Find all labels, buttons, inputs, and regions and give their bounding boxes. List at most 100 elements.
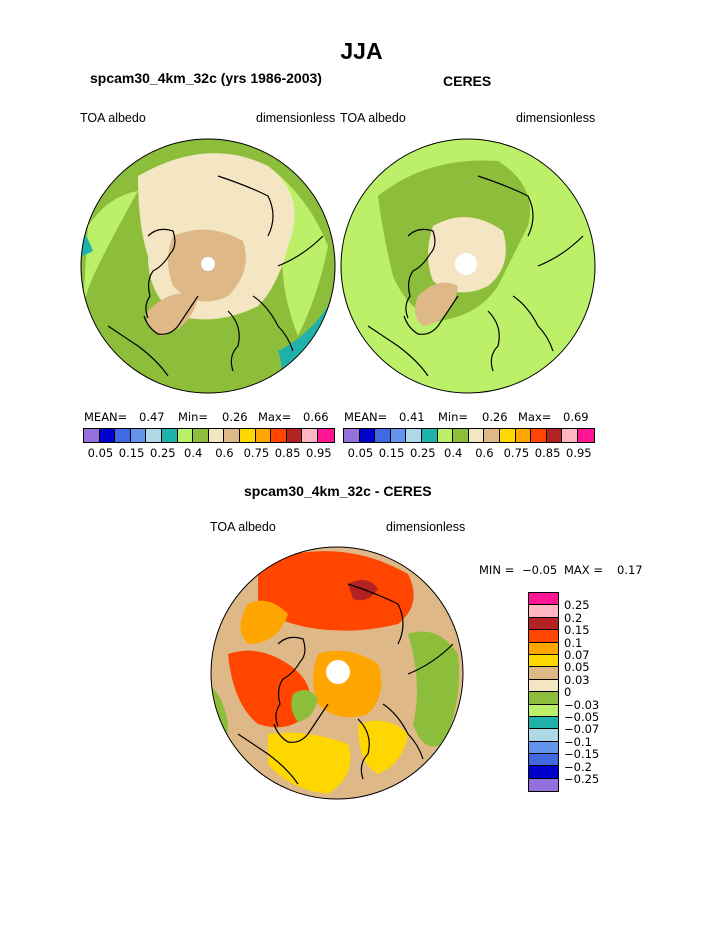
colorbar-swatch xyxy=(193,429,209,442)
page-title: JJA xyxy=(340,38,383,64)
colorbar-tick-label: 0.1 xyxy=(564,635,583,650)
left-max-value: 0.66 xyxy=(303,410,329,424)
right-polar-map xyxy=(340,138,596,394)
colorbar-swatch xyxy=(529,642,558,655)
colorbar-tick-label: 0.6 xyxy=(475,446,494,460)
map-fill-orange xyxy=(313,650,382,718)
right-min-label: Min= xyxy=(438,410,469,424)
colorbar-tick-label: 0.85 xyxy=(274,446,301,460)
colorbar-swatch xyxy=(390,429,407,442)
colorbar-tick-label: 0.6 xyxy=(215,446,234,460)
colorbar-swatch xyxy=(529,766,558,779)
colorbar-swatch xyxy=(115,429,131,442)
left-max-label: Max= xyxy=(258,410,292,424)
left-var-label: TOA albedo xyxy=(80,111,146,125)
colorbar-swatch xyxy=(344,429,360,442)
colorbar-swatch xyxy=(546,429,563,442)
colorbar-swatch xyxy=(529,605,558,618)
colorbar-swatch xyxy=(146,429,162,442)
left-min-label: Min= xyxy=(178,410,209,424)
colorbar-swatch xyxy=(529,667,558,680)
colorbar-swatch xyxy=(499,429,516,442)
colorbar-tick-label: 0 xyxy=(564,685,572,700)
colorbar-swatch xyxy=(529,741,558,755)
right-mean-label: MEAN= xyxy=(344,410,388,424)
colorbar-tick-label: 0.25 xyxy=(150,446,176,460)
left-mean-label: MEAN= xyxy=(84,410,128,424)
colorbar-tick-label: 0.4 xyxy=(184,446,203,460)
colorbar-tick-label: 0.05 xyxy=(347,446,374,460)
colorbar-swatch xyxy=(515,429,532,442)
colorbar-swatch xyxy=(529,716,558,730)
colorbar-swatch xyxy=(208,429,225,442)
colorbar-swatch xyxy=(529,778,558,792)
colorbar-tick-label: 0.4 xyxy=(444,446,463,460)
map-fill-green xyxy=(291,690,318,722)
map-fill-yellow xyxy=(268,732,351,794)
right-max-value: 0.69 xyxy=(563,410,589,424)
colorbar-swatch xyxy=(375,429,391,442)
pole-hole xyxy=(326,660,350,684)
map-border xyxy=(80,138,336,394)
colorbar-swatch xyxy=(161,429,178,442)
colorbar-swatch xyxy=(529,617,558,631)
colorbar-swatch xyxy=(453,429,469,442)
pole-hole xyxy=(201,257,215,271)
right-max-label: Max= xyxy=(518,410,552,424)
colorbar-tick-label: 0.95 xyxy=(306,446,332,460)
pole-hole xyxy=(455,253,477,275)
colorbar-swatch xyxy=(359,429,376,442)
map-fill-orange xyxy=(240,600,288,644)
diff-max-label: MAX = xyxy=(564,563,603,577)
colorbar-tick-label: 0.15 xyxy=(378,446,405,460)
colorbar-swatch xyxy=(529,593,558,606)
map-fill-green xyxy=(408,631,459,747)
map-border xyxy=(210,546,464,800)
colorbar-swatch xyxy=(224,429,240,442)
left-panel-title: spcam30_4km_32c (yrs 1986-2003) xyxy=(90,70,322,86)
colorbar-swatch xyxy=(529,754,558,767)
colorbar-swatch xyxy=(468,429,485,442)
colorbar-swatch xyxy=(437,429,454,442)
colorbar-tick-label: 0.05 xyxy=(564,660,590,675)
map-fill-light-green xyxy=(83,191,138,306)
colorbar-tick-label: −0.1 xyxy=(564,734,592,749)
colorbar-tick-label: 0.15 xyxy=(118,446,145,460)
colorbar-swatch xyxy=(99,429,116,442)
colorbar-swatch xyxy=(302,429,318,442)
right-colorbar xyxy=(343,428,595,443)
left-units-label: dimensionless xyxy=(256,111,336,125)
colorbar-tick-label: 0.25 xyxy=(564,598,590,613)
right-units-label: dimensionless xyxy=(516,111,596,125)
map-border xyxy=(340,138,596,394)
colorbar-tick-label: −0.05 xyxy=(564,710,600,724)
right-panel-title: CERES xyxy=(443,73,492,89)
colorbar-tick-label: 0.03 xyxy=(564,672,590,687)
left-colorbar xyxy=(83,428,335,443)
colorbar-tick-label: 0.75 xyxy=(503,446,530,460)
colorbar-swatch xyxy=(286,429,303,442)
colorbar-tick-label: 0.85 xyxy=(534,446,561,460)
diff-var-label: TOA albedo xyxy=(210,520,276,534)
colorbar-tick-label: 0.2 xyxy=(564,610,583,625)
coastlines xyxy=(237,583,454,785)
colorbar-tick-label: −0.25 xyxy=(564,772,600,786)
colorbar-swatch xyxy=(271,429,287,442)
colorbar-swatch xyxy=(84,429,100,442)
left-polar-map xyxy=(80,138,336,394)
colorbar-swatch xyxy=(317,429,334,442)
colorbar-tick-label: −0.15 xyxy=(564,747,600,762)
colorbar-swatch xyxy=(255,429,272,442)
colorbar-swatch xyxy=(562,429,578,442)
colorbar-swatch xyxy=(239,429,256,442)
map-fill-yellow xyxy=(358,720,408,774)
map-fill-red-orange xyxy=(228,650,311,728)
colorbar-tick-label: 0.25 xyxy=(410,446,436,460)
colorbar-swatch xyxy=(529,692,558,705)
colorbar-swatch xyxy=(529,729,558,742)
map-fill-dark-red xyxy=(348,580,378,601)
diff-panel-title: spcam30_4km_32c - CERES xyxy=(244,483,432,499)
colorbar-swatch xyxy=(177,429,194,442)
colorbar-tick-label: 0.75 xyxy=(243,446,270,460)
left-min-value: 0.26 xyxy=(222,410,248,424)
